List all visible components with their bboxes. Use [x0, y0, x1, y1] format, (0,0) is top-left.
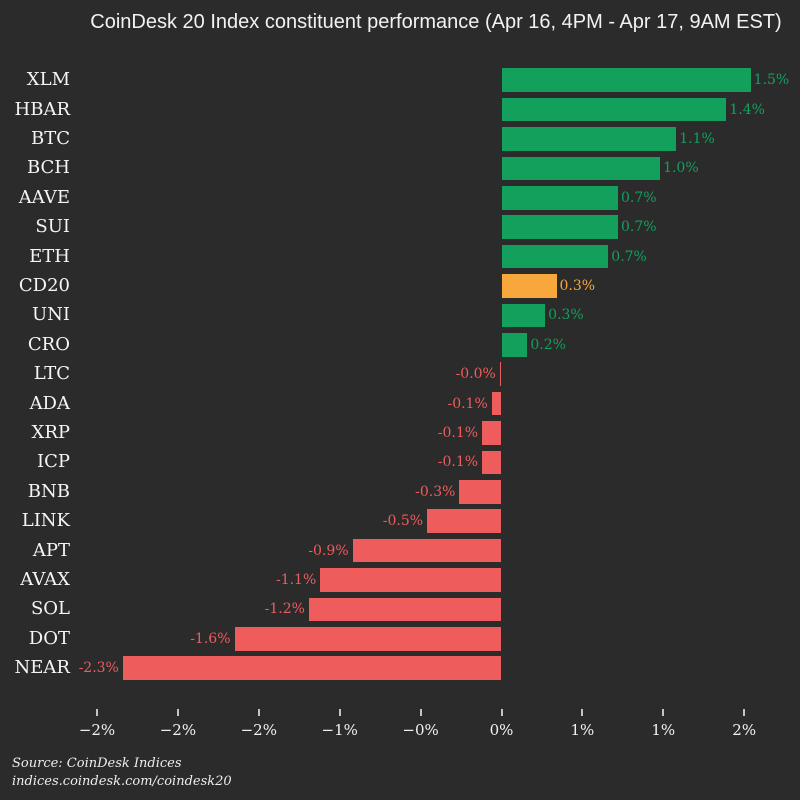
- category-label: UNI: [31, 304, 70, 326]
- bar: [501, 127, 677, 151]
- category-label: CD20: [18, 274, 70, 296]
- value-label: -0.1%: [437, 424, 479, 441]
- x-tick-mark: [176, 709, 179, 716]
- bar: [501, 185, 618, 210]
- value-label: -1.1%: [275, 571, 317, 588]
- bar: [501, 97, 727, 122]
- value-label: -0.3%: [415, 483, 456, 500]
- x-tick-label: 1%: [570, 721, 595, 739]
- value-label: 1.0%: [663, 160, 699, 177]
- value-label: 0.7%: [620, 219, 657, 236]
- bar: [352, 538, 502, 563]
- value-label: 0.3%: [559, 277, 596, 294]
- category-label: CRO: [27, 333, 70, 355]
- x-tick-mark: [419, 709, 422, 716]
- bar: [501, 274, 557, 298]
- category-label: DOT: [28, 627, 70, 649]
- bar: [482, 450, 502, 475]
- bar: [427, 509, 502, 533]
- bar: [501, 215, 618, 239]
- value-label: 1.1%: [679, 130, 715, 147]
- value-label: 0.3%: [548, 307, 584, 324]
- bar: [501, 244, 609, 269]
- bar: [122, 656, 502, 680]
- bar: [308, 597, 502, 622]
- category-label: SUI: [35, 216, 70, 238]
- category-label: ETH: [29, 245, 70, 267]
- x-tick-mark: [581, 709, 584, 716]
- bar: [501, 303, 546, 328]
- category-label: XLM: [26, 69, 70, 91]
- category-label: AVAX: [20, 568, 70, 590]
- x-tick-mark: [743, 709, 746, 716]
- category-label: NEAR: [14, 657, 70, 679]
- value-label: 0.7%: [620, 189, 657, 206]
- x-tick-mark: [338, 709, 341, 716]
- x-tick-label: −2%: [159, 721, 197, 739]
- bar: [234, 626, 502, 651]
- bar: [320, 568, 502, 592]
- x-tick-label: −0%: [402, 721, 439, 739]
- bar: [459, 479, 502, 504]
- value-label: 1.5%: [753, 72, 790, 89]
- bar: [482, 421, 502, 445]
- x-tick-mark: [500, 709, 503, 716]
- category-label: BNB: [27, 480, 70, 502]
- x-tick-label: 2%: [732, 721, 757, 739]
- bar: [491, 391, 502, 416]
- source-line-2: indices.coindesk.com/coindesk20: [12, 774, 232, 789]
- value-label: -2.3%: [78, 660, 119, 677]
- x-tick-label: −1%: [321, 721, 358, 739]
- value-label: -1.2%: [264, 601, 305, 618]
- value-label: -0.1%: [437, 454, 479, 471]
- value-label: 1.4%: [729, 101, 765, 118]
- bar: [501, 156, 661, 181]
- value-label: 0.7%: [611, 248, 647, 265]
- category-label: BCH: [26, 157, 70, 179]
- category-label: AAVE: [18, 186, 70, 208]
- value-label: -1.6%: [190, 630, 231, 647]
- category-label: ICP: [37, 451, 70, 473]
- x-tick-label: −2%: [240, 721, 277, 739]
- value-label: -0.5%: [382, 513, 424, 530]
- bar: [501, 332, 528, 357]
- value-label: -0.1%: [447, 395, 488, 412]
- category-label: XRP: [31, 421, 70, 443]
- x-tick-label: 1%: [651, 721, 676, 739]
- category-label: LTC: [33, 363, 70, 385]
- category-label: SOL: [30, 598, 70, 620]
- x-tick-label: 0%: [489, 721, 514, 739]
- category-label: HBAR: [14, 98, 70, 120]
- source-attribution: Source: CoinDesk Indices indices.coindes…: [12, 755, 232, 791]
- category-label: BTC: [30, 127, 70, 149]
- chart-title: CoinDesk 20 Index constituent performanc…: [90, 11, 782, 33]
- bar: [499, 362, 502, 386]
- source-line-1: Source: CoinDesk Indices: [12, 756, 182, 771]
- x-tick-mark: [662, 709, 665, 716]
- x-tick-mark: [96, 709, 98, 716]
- value-label: 0.2%: [530, 336, 566, 353]
- category-label: ADA: [29, 392, 70, 414]
- x-tick-label: −2%: [78, 721, 116, 739]
- category-label: APT: [32, 539, 70, 561]
- bar: [501, 68, 751, 92]
- category-label: LINK: [21, 510, 70, 532]
- value-label: -0.9%: [308, 542, 349, 559]
- x-tick-mark: [257, 709, 260, 716]
- value-label: -0.0%: [455, 366, 496, 383]
